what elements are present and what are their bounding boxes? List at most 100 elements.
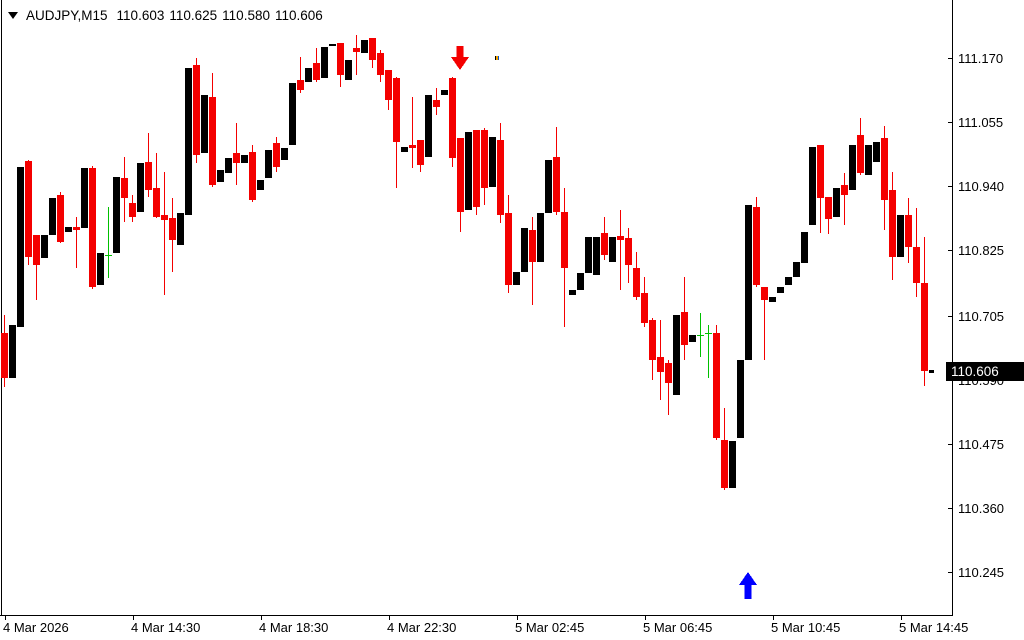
symbol-period-label: AUDJPY,M15 (26, 7, 108, 23)
bear-candle (145, 162, 152, 190)
bear-candle (721, 440, 728, 488)
bear-candle (353, 48, 360, 52)
bear-candle (377, 53, 384, 75)
bear-candle (921, 283, 928, 371)
bull-candle (241, 155, 248, 163)
bear-candle (33, 235, 40, 265)
bear-candle (841, 185, 848, 195)
object-dot-icon[interactable] (498, 56, 499, 60)
bull-candle (745, 205, 752, 360)
bull-candle (361, 40, 368, 53)
price-tick-label: 110.475 (958, 437, 1004, 452)
bear-candle (601, 233, 608, 255)
bull-candle (729, 441, 736, 488)
bear-candle (641, 293, 648, 323)
bull-candle (65, 227, 72, 232)
current-price-label: 110.606 (951, 364, 999, 379)
bear-candle (553, 157, 560, 212)
time-tick-label: 4 Mar 18:30 (259, 620, 328, 635)
bull-candle (185, 68, 192, 215)
bear-candle (25, 161, 32, 257)
bear-candle (297, 80, 304, 90)
ohlc-close: 110.606 (274, 7, 323, 23)
bull-candle (217, 170, 224, 182)
bull-candle (689, 335, 696, 342)
bull-candle (849, 145, 856, 190)
bear-candle (209, 97, 216, 185)
time-tick-label: 4 Mar 14:30 (131, 620, 200, 635)
bear-candle (273, 143, 280, 167)
object-dot-icon[interactable] (495, 56, 496, 60)
price-tick-label: 110.825 (958, 243, 1004, 258)
bear-candle (753, 207, 760, 285)
bear-candle (889, 190, 896, 257)
bear-candle (681, 312, 688, 345)
bear-candle (433, 100, 440, 107)
time-tick-label: 4 Mar 22:30 (387, 620, 456, 635)
bull-candle (441, 90, 448, 95)
bull-candle (865, 145, 872, 175)
bull-candle (785, 277, 792, 285)
bear-candle (457, 138, 464, 212)
price-tick-label: 110.360 (958, 501, 1004, 516)
time-tick-label: 5 Mar 14:45 (899, 620, 968, 635)
bear-candle (409, 145, 416, 148)
bear-candle (153, 188, 160, 217)
bull-candle (97, 253, 104, 285)
bull-candle (49, 198, 56, 235)
bear-candle (249, 152, 256, 200)
bull-candle (177, 213, 184, 245)
bull-candle (81, 168, 88, 228)
bear-candle (881, 138, 888, 200)
bull-candle (201, 95, 208, 153)
bull-candle (521, 228, 528, 272)
bull-candle (593, 237, 600, 275)
bear-candle (313, 63, 320, 80)
bull-candle (329, 44, 336, 46)
bull-candle (137, 163, 144, 212)
price-tick-label: 110.940 (958, 179, 1004, 194)
bear-candle (665, 363, 672, 383)
chart-title: AUDJPY,M15 110.603 110.625 110.580 110.6… (8, 6, 323, 24)
sell-arrow-down-icon[interactable] (451, 46, 469, 70)
bull-candle (17, 167, 24, 327)
bull-candle (777, 287, 784, 293)
bear-candle (505, 213, 512, 285)
bull-candle (41, 235, 48, 258)
price-tick-label: 110.705 (958, 309, 1004, 324)
bear-candle (57, 195, 64, 242)
bull-candle (897, 215, 904, 257)
bear-candle (625, 238, 632, 265)
bear-candle (121, 178, 128, 198)
bull-candle (425, 95, 432, 157)
current-bar-dash (929, 370, 934, 373)
bear-candle (561, 212, 568, 268)
ohlc-open: 110.603 (116, 7, 165, 23)
bull-candle (345, 60, 352, 80)
bear-candle (825, 197, 832, 219)
bull-candle (513, 272, 520, 285)
time-tick-label: 5 Mar 02:45 (515, 620, 584, 635)
bull-candle (257, 180, 264, 190)
bull-candle (489, 137, 496, 187)
bear-candle (913, 247, 920, 283)
ohlc-low: 110.580 (222, 7, 270, 23)
bear-candle (161, 215, 168, 220)
buy-arrow-up-icon[interactable] (739, 572, 757, 599)
bull-candle (305, 68, 312, 82)
bear-candle (449, 78, 456, 158)
price-tick-label: 111.055 (958, 115, 1003, 130)
bull-candle (737, 360, 744, 438)
bull-candle (465, 132, 472, 210)
bear-candle (1, 333, 8, 378)
bull-candle (113, 177, 120, 253)
bear-candle (633, 268, 640, 297)
bear-candle (169, 218, 176, 240)
current-price-box (946, 362, 1024, 381)
bull-candle (281, 148, 288, 160)
bear-candle (857, 135, 864, 173)
bear-candle (497, 140, 504, 215)
object-dot-icon[interactable] (496, 56, 498, 60)
